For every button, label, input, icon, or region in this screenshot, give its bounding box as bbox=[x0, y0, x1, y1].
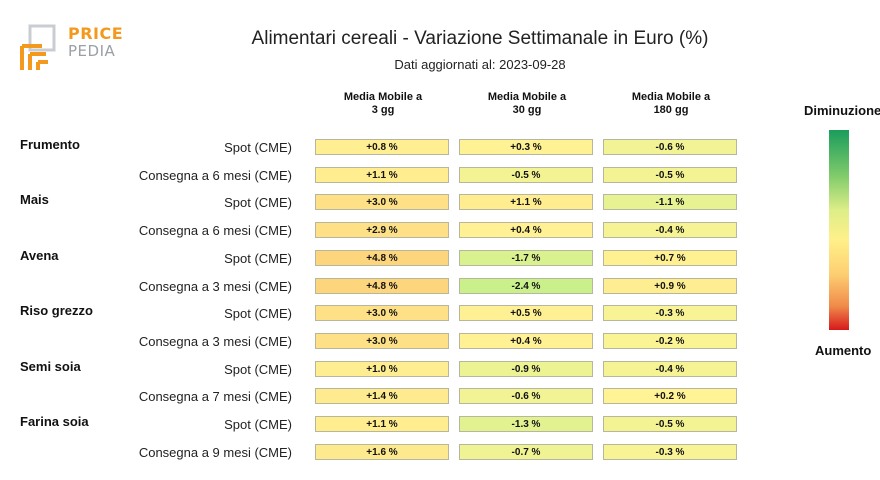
value-cell: -0.6 % bbox=[459, 388, 593, 405]
value-cell: +0.2 % bbox=[603, 388, 737, 405]
value-cell: +1.1 % bbox=[315, 166, 449, 183]
value-cell: +4.8 % bbox=[315, 249, 449, 266]
group-label: Semi soia bbox=[20, 358, 81, 374]
logo-text-price: PRICE bbox=[68, 24, 124, 43]
value-cell: +4.8 % bbox=[315, 277, 449, 294]
value-cell: -1.3 % bbox=[459, 416, 593, 432]
value-cell: -0.2 % bbox=[603, 332, 737, 349]
group-label: Frumento bbox=[20, 137, 80, 152]
legend-bottom-label: Aumento bbox=[815, 343, 872, 358]
value-cell: +1.4 % bbox=[315, 388, 449, 405]
value-cell: -0.4 % bbox=[603, 360, 737, 377]
row-label: Consegna a 9 mesi (CME) bbox=[138, 444, 292, 460]
value-cell: -1.7 % bbox=[459, 249, 593, 266]
value-cell: +0.8 % bbox=[315, 139, 449, 155]
value-cell: -0.3 % bbox=[603, 443, 737, 460]
value-cell: -1.1 % bbox=[603, 194, 737, 211]
row-label: Consegna a 3 mesi (CME) bbox=[138, 333, 292, 349]
column-header-3: Media Mobile a 180 gg bbox=[631, 91, 711, 116]
group-label: Farina soia bbox=[20, 414, 89, 429]
value-cell: +0.3 % bbox=[459, 139, 593, 155]
row-label: Spot (CME) bbox=[224, 306, 292, 322]
chart-title: Alimentari cereali - Variazione Settiman… bbox=[251, 28, 709, 49]
legend-top-label: Diminuzione bbox=[804, 103, 880, 118]
value-cell: +0.7 % bbox=[603, 249, 737, 266]
value-cell: +3.0 % bbox=[315, 332, 449, 349]
value-cell: +1.6 % bbox=[315, 443, 449, 460]
value-cell: -0.6 % bbox=[603, 139, 737, 155]
value-cell: +1.0 % bbox=[315, 360, 449, 377]
value-cell: +3.0 % bbox=[315, 305, 449, 322]
value-cell: +3.0 % bbox=[315, 194, 449, 211]
legend-color-scale bbox=[829, 130, 849, 330]
row-label: Spot (CME) bbox=[224, 417, 292, 432]
value-cell: -0.3 % bbox=[603, 305, 737, 322]
value-cell: -0.5 % bbox=[459, 166, 593, 183]
value-cell: -0.4 % bbox=[603, 222, 737, 239]
value-cell: +1.1 % bbox=[315, 416, 449, 432]
group-label: Avena bbox=[20, 247, 59, 263]
column-header-2: Media Mobile a 30 gg bbox=[487, 91, 567, 116]
row-label: Spot (CME) bbox=[224, 195, 292, 211]
row-label: Spot (CME) bbox=[224, 140, 292, 155]
value-cell: +0.4 % bbox=[459, 222, 593, 239]
pricepedia-logo bbox=[20, 24, 56, 70]
group-label: Riso grezzo bbox=[20, 303, 93, 319]
value-cell: +0.9 % bbox=[603, 277, 737, 294]
row-label: Spot (CME) bbox=[224, 250, 292, 266]
row-label: Consegna a 6 mesi (CME) bbox=[138, 223, 292, 239]
value-cell: +0.5 % bbox=[459, 305, 593, 322]
value-cell: -0.5 % bbox=[603, 416, 737, 432]
value-cell: -0.5 % bbox=[603, 166, 737, 183]
group-label: Mais bbox=[20, 192, 49, 208]
row-label: Consegna a 6 mesi (CME) bbox=[138, 167, 292, 183]
value-cell: -0.7 % bbox=[459, 443, 593, 460]
logo-text-pedia: PEDIA bbox=[68, 42, 116, 60]
row-label: Spot (CME) bbox=[224, 361, 292, 377]
row-label: Consegna a 7 mesi (CME) bbox=[138, 389, 292, 405]
value-cell: +0.4 % bbox=[459, 332, 593, 349]
value-cell: -0.9 % bbox=[459, 360, 593, 377]
row-label: Consegna a 3 mesi (CME) bbox=[138, 278, 292, 294]
value-cell: -2.4 % bbox=[459, 277, 593, 294]
chart-subtitle: Dati aggiornati al: 2023-09-28 bbox=[394, 57, 566, 72]
value-cell: +2.9 % bbox=[315, 222, 449, 239]
value-cell: +1.1 % bbox=[459, 194, 593, 211]
